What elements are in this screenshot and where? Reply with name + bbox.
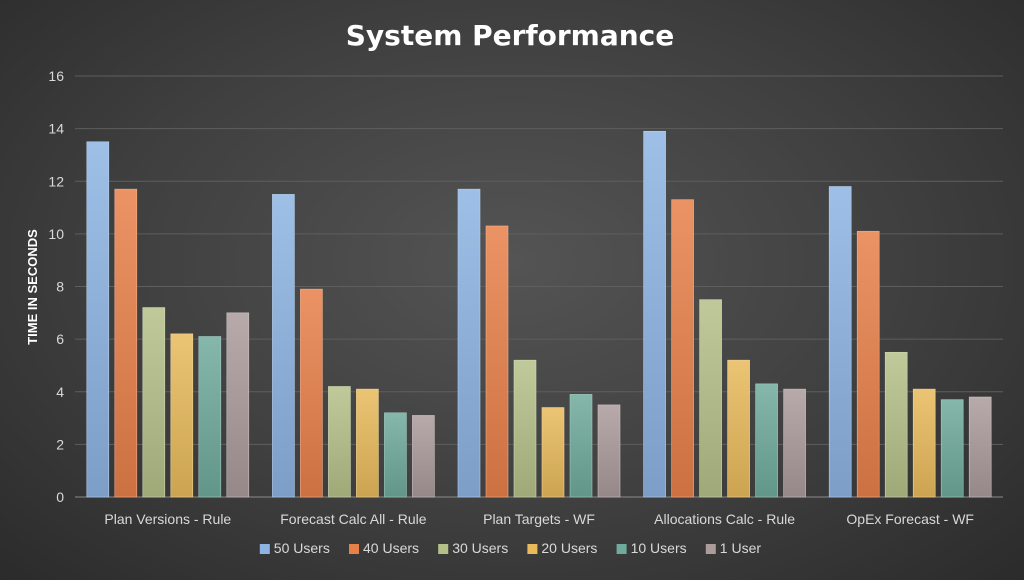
bar — [755, 383, 778, 498]
x-tick-label: Plan Versions - Rule — [104, 511, 231, 527]
legend-swatch — [259, 544, 270, 554]
legend-label: 1 User — [720, 540, 762, 556]
legend-label: 40 Users — [363, 540, 419, 556]
y-tick-label: 8 — [56, 279, 64, 295]
y-tick-label: 14 — [48, 121, 64, 137]
y-tick-label: 12 — [48, 173, 64, 189]
legend-label: 30 Users — [452, 540, 508, 556]
bar — [541, 407, 565, 498]
legend-swatch — [438, 544, 449, 554]
bar — [884, 351, 908, 498]
x-tick-label: OpEx Forecast - WF — [846, 511, 974, 527]
y-tick-label: 16 — [48, 68, 64, 84]
legend-label: 50 Users — [274, 540, 330, 556]
bar — [170, 333, 194, 498]
bar — [384, 412, 407, 498]
bar — [699, 299, 722, 498]
bar — [828, 186, 852, 498]
bar — [643, 130, 666, 498]
x-tick-label: Allocations Calc - Rule — [654, 511, 795, 527]
y-tick-labels: 0 2 4 6 8 10 12 14 16 — [48, 68, 64, 505]
legend-label: 20 Users — [541, 540, 597, 556]
bar — [912, 388, 936, 498]
legend-swatch — [527, 544, 538, 554]
bar — [783, 388, 806, 498]
bar — [940, 399, 964, 498]
x-tick-labels: Plan Versions - Rule Forecast Calc All - … — [104, 511, 974, 527]
bar — [114, 188, 138, 498]
bar — [328, 386, 351, 498]
bar — [727, 359, 750, 498]
legend-swatch — [616, 544, 627, 554]
bar — [272, 194, 295, 498]
bar — [485, 225, 509, 498]
bar — [569, 394, 593, 498]
bar — [457, 188, 481, 498]
y-tick-label: 6 — [56, 331, 64, 347]
bar — [142, 307, 166, 498]
x-tick-label: Plan Targets - WF — [483, 511, 595, 527]
legend: 50 Users 40 Users 30 Users 20 Users 10 Users… — [259, 540, 762, 556]
chart-title: System Performance — [346, 19, 675, 52]
y-tick-label: 0 — [56, 489, 64, 505]
legend-swatch — [705, 544, 716, 554]
bar — [226, 312, 250, 498]
bar — [671, 199, 694, 498]
legend-swatch — [349, 544, 359, 554]
x-tick-label: Forecast Calc All - Rule — [280, 511, 426, 527]
y-tick-label: 2 — [56, 436, 64, 452]
bar — [86, 141, 110, 498]
bar — [300, 288, 323, 498]
bar — [597, 404, 621, 498]
bars — [86, 130, 992, 498]
bar — [356, 388, 379, 498]
bar — [856, 230, 880, 498]
y-axis-label: TIME IN SECONDS — [25, 229, 40, 345]
bar — [412, 415, 435, 498]
bar — [968, 396, 992, 498]
bar — [198, 336, 222, 498]
bar — [513, 359, 537, 498]
legend-label: 10 Users — [631, 540, 687, 556]
y-tick-label: 10 — [48, 226, 64, 242]
y-tick-label: 4 — [56, 384, 64, 400]
